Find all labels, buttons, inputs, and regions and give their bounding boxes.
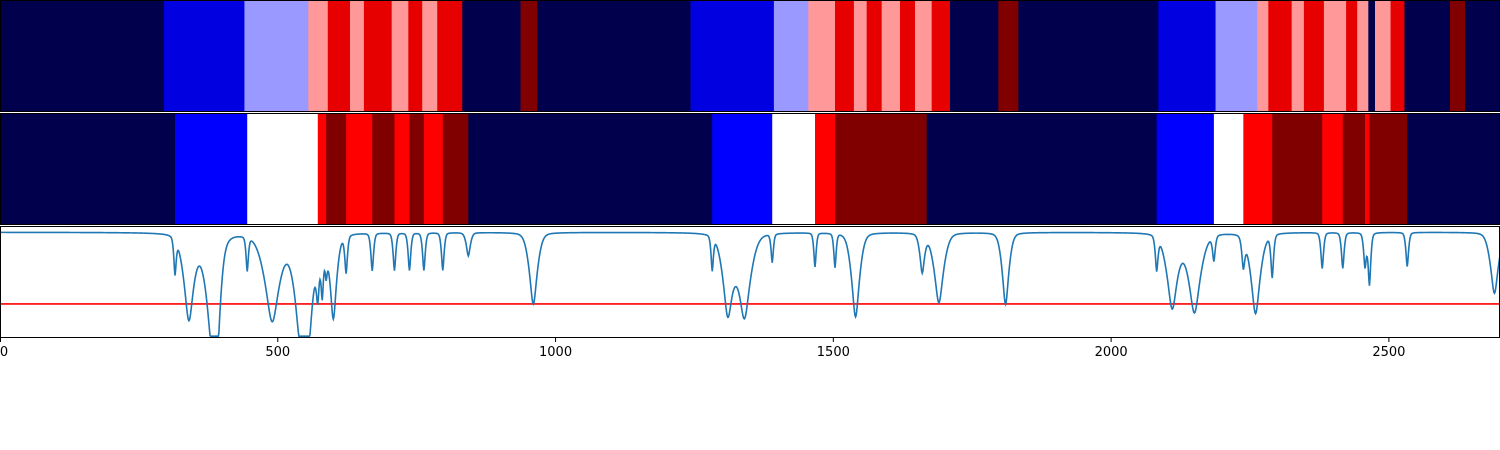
heatmap-row-1-segment-33 bbox=[1303, 0, 1325, 112]
heatmap-row-2-segment-1 bbox=[0, 113, 176, 225]
heatmap-row-1-segment-26 bbox=[998, 0, 1019, 112]
heatmap-row-1-segment-40 bbox=[1404, 0, 1451, 112]
heatmap-row-2-segment-17 bbox=[926, 113, 1158, 225]
heatmap-row-1-segment-2 bbox=[163, 0, 245, 112]
heatmap-row-2-segment-16 bbox=[835, 113, 928, 225]
heatmap-row-1-segment-11 bbox=[437, 0, 463, 112]
heatmap-row-1-segment-27 bbox=[1018, 0, 1159, 112]
heatmap-row-1-segment-36 bbox=[1357, 0, 1369, 112]
heatmap-row-1-segment-32 bbox=[1291, 0, 1305, 112]
heatmap-row-1-segment-25 bbox=[950, 0, 999, 112]
heatmap-row-1-segment-37 bbox=[1368, 0, 1376, 112]
x-tick-label-500: 500 bbox=[265, 345, 290, 360]
heatmap-row-2-segment-6 bbox=[346, 113, 373, 225]
heatmap-row-1-segment-5 bbox=[327, 0, 351, 112]
line-panel bbox=[0, 226, 1500, 338]
heatmap-row-1-segment-1 bbox=[0, 0, 165, 112]
heatmap-row-2-segment-15 bbox=[815, 113, 836, 225]
heatmap-row-1-segment-7 bbox=[363, 0, 393, 112]
heatmap-row-1-segment-28 bbox=[1158, 0, 1216, 112]
heatmap-row-2-segment-26 bbox=[1407, 113, 1500, 225]
heatmap-row-1-segment-20 bbox=[866, 0, 883, 112]
heatmap-row-1-segment-22 bbox=[900, 0, 916, 112]
x-tick-label-1000: 1000 bbox=[539, 345, 572, 360]
heatmap-row-1-segment-18 bbox=[835, 0, 855, 112]
heatmap-row-2-segment-10 bbox=[423, 113, 444, 225]
heatmap-row-1-segment-15 bbox=[690, 0, 775, 112]
heatmap-row-1-segment-42 bbox=[1465, 0, 1500, 112]
heatmap-row-1-segment-21 bbox=[881, 0, 901, 112]
heatmap-row-2-segment-19 bbox=[1213, 113, 1244, 225]
heatmap-row-1-segment-39 bbox=[1390, 0, 1405, 112]
heatmap-row-1-segment-3 bbox=[244, 0, 309, 112]
heatmap-row-2-segment-9 bbox=[409, 113, 425, 225]
heatmap-row-1-segment-4 bbox=[308, 0, 329, 112]
heatmap-row-2-segment-2 bbox=[175, 113, 248, 225]
heatmap-row-2-segment-23 bbox=[1342, 113, 1366, 225]
x-tick-label-2000: 2000 bbox=[1095, 345, 1128, 360]
heatmap-row-1-segment-24 bbox=[931, 0, 951, 112]
x-tick-label-2500: 2500 bbox=[1372, 345, 1405, 360]
heatmap-row-2-segment-14 bbox=[772, 113, 816, 225]
heatmap-row-1-segment-23 bbox=[915, 0, 933, 112]
heatmap-row-2-segment-18 bbox=[1156, 113, 1215, 225]
heatmap-row-1-segment-30 bbox=[1257, 0, 1269, 112]
heatmap-row-1-segment-12 bbox=[462, 0, 521, 112]
heatmap-row-2 bbox=[0, 113, 1500, 225]
heatmap-row-2-segment-20 bbox=[1243, 113, 1273, 225]
heatmap-row-2-segment-7 bbox=[372, 113, 395, 225]
heatmap-row-1-segment-6 bbox=[350, 0, 365, 112]
heatmap-row-1 bbox=[0, 0, 1500, 112]
heatmap-row-2-segment-5 bbox=[326, 113, 347, 225]
heatmap-row-1-segment-19 bbox=[853, 0, 868, 112]
heatmap-row-1-segment-41 bbox=[1450, 0, 1466, 112]
heatmap-row-2-segment-4 bbox=[317, 113, 327, 225]
heatmap-row-1-segment-38 bbox=[1375, 0, 1391, 112]
heatmap-row-2-segment-21 bbox=[1272, 113, 1323, 225]
heatmap-row-1-segment-17 bbox=[808, 0, 836, 112]
heatmap-row-2-segment-11 bbox=[442, 113, 469, 225]
heatmap-row-1-segment-13 bbox=[520, 0, 538, 112]
x-tick-label-1500: 1500 bbox=[817, 345, 850, 360]
heatmap-row-2-segment-3 bbox=[247, 113, 319, 225]
heatmap-row-2-segment-8 bbox=[394, 113, 410, 225]
heatmap-row-2-segment-24 bbox=[1365, 113, 1370, 225]
x-tick-label-0: 0 bbox=[0, 345, 8, 360]
heatmap-row-2-segment-13 bbox=[712, 113, 773, 225]
heatmap-row-1-segment-9 bbox=[408, 0, 423, 112]
heatmap-row-1-segment-29 bbox=[1215, 0, 1258, 112]
heatmap-row-1-segment-16 bbox=[773, 0, 809, 112]
heatmap-row-1-segment-10 bbox=[422, 0, 438, 112]
heatmap-row-1-segment-34 bbox=[1323, 0, 1347, 112]
heatmap-row-2-segment-22 bbox=[1322, 113, 1344, 225]
heatmap-row-1-segment-31 bbox=[1268, 0, 1293, 112]
heatmap-row-2-segment-25 bbox=[1369, 113, 1408, 225]
series-line bbox=[0, 231, 1500, 338]
x-axis: 0 500 1000 1500 2000 2500 bbox=[0, 338, 1405, 360]
heatmap-row-1-segment-8 bbox=[391, 0, 409, 112]
heatmap-row-1-segment-35 bbox=[1346, 0, 1358, 112]
heatmap-row-2-segment-12 bbox=[468, 113, 713, 225]
heatmap-row-1-segment-14 bbox=[537, 0, 691, 112]
